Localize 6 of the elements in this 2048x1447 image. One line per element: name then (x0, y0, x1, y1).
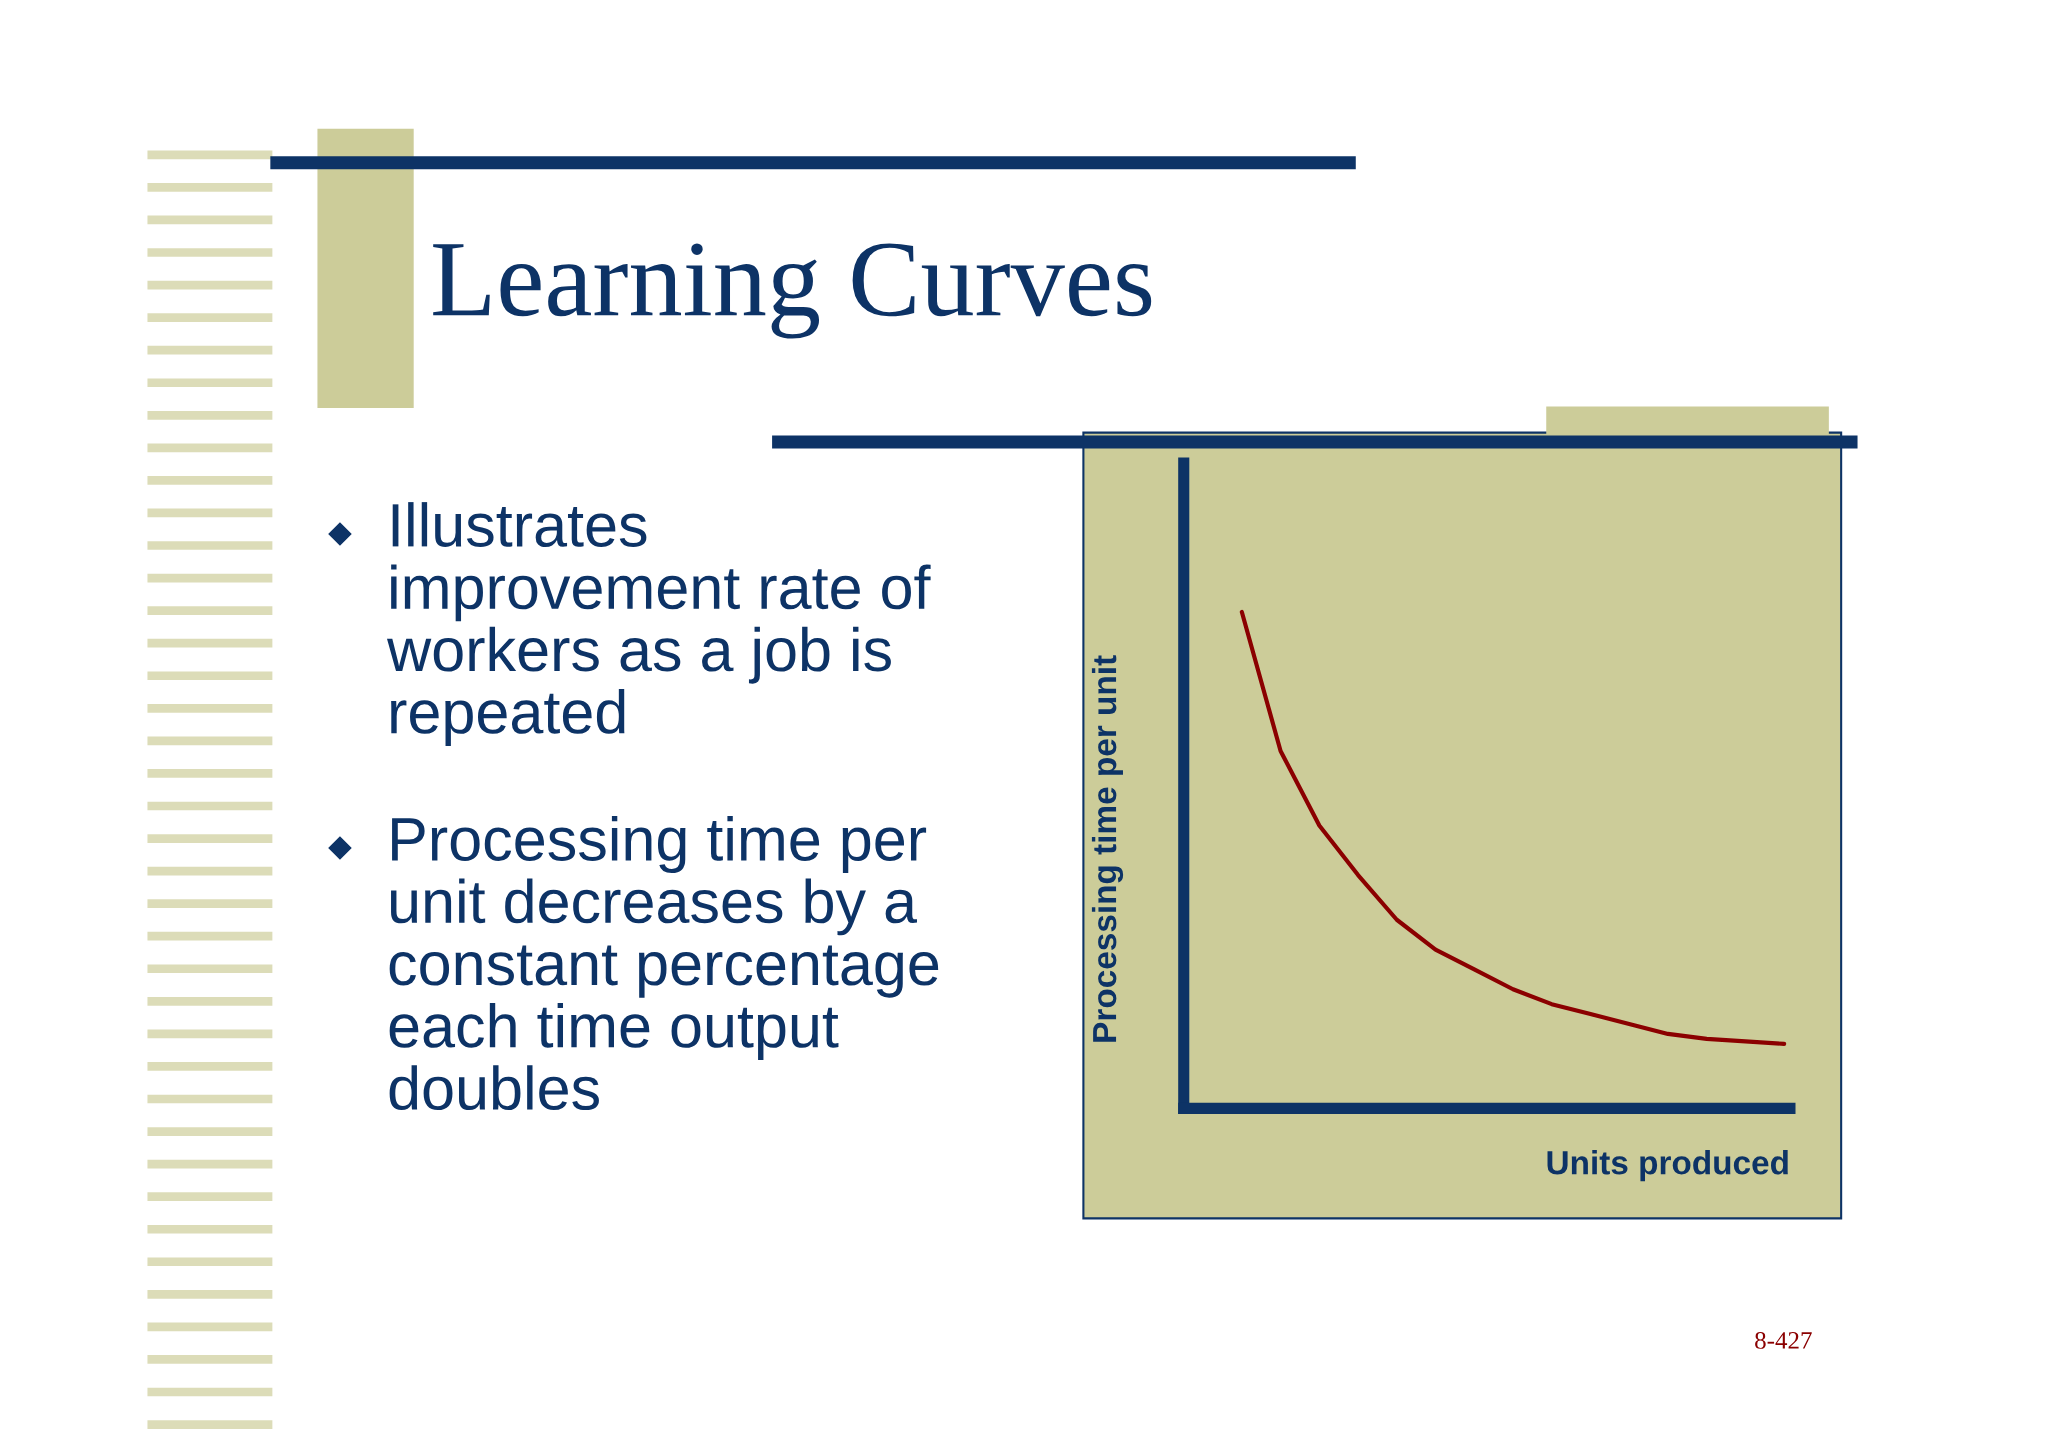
text: Illustrates improvement rate of workers as a job is repeated (386, 502, 931, 746)
chart-title: Learning Curves (433, 243, 1152, 339)
y-axis-title: Processing time per unit (1091, 655, 1124, 1042)
x-axis-title: Units produced (1547, 1150, 1788, 1182)
text: 8-427 (1755, 1331, 1812, 1349)
text: Processing time per unit decreases by a constant percentage each time output doubles (389, 816, 939, 1111)
